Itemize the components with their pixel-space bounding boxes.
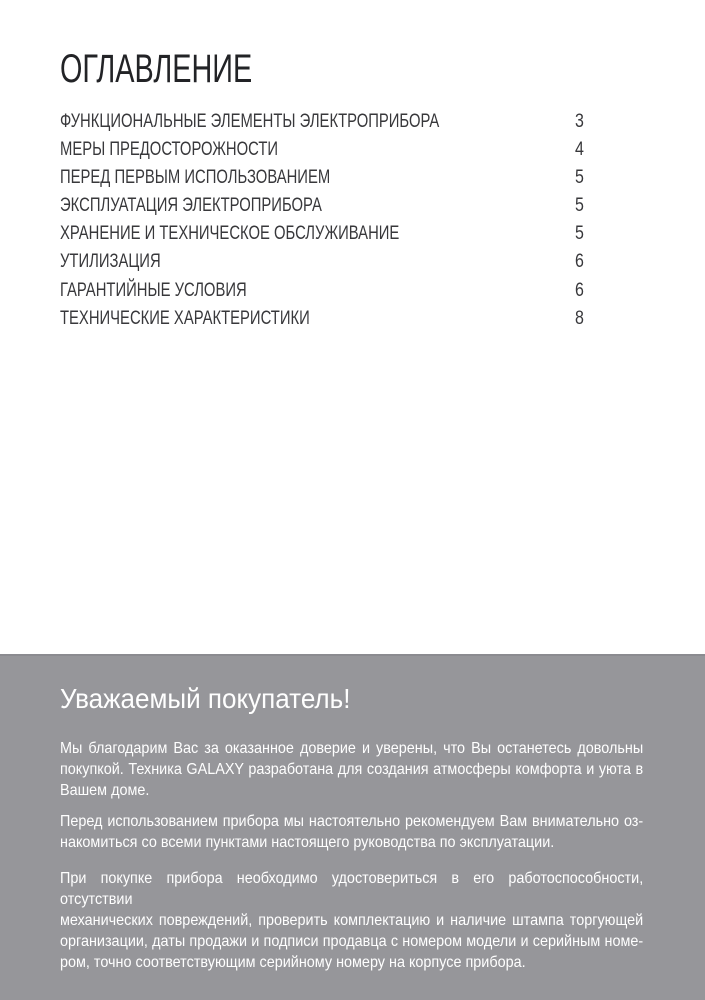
- welcome-section: Уважаемый покупатель! Мы благодарим Вас …: [0, 654, 705, 1000]
- paragraph-line: Мы благодарим Вас за оказанное доверие и…: [60, 740, 644, 757]
- toc-entry: ПЕРЕД ПЕРВЫМ ИСПОЛЬЗОВАНИЕМ 5: [60, 163, 660, 191]
- toc-entry-label: ФУНКЦИОНАЛЬНЫЕ ЭЛЕМЕНТЫ ЭЛЕКТРОПРИБОРА: [60, 110, 440, 132]
- toc-entry-label: МЕРЫ ПРЕДОСТОРОЖНОСТИ: [60, 138, 279, 161]
- paragraph-line: Вашем доме.: [60, 782, 150, 799]
- paragraph-line: ром, точно соответствующим серийному ном…: [60, 954, 526, 971]
- toc-entry-label: УТИЛИЗАЦИЯ: [60, 250, 161, 273]
- toc-entry-label: ХРАНЕНИЕ И ТЕХНИЧЕСКОЕ ОБСЛУЖИВАНИЕ: [60, 222, 400, 245]
- toc-entry-label: ТЕХНИЧЕСКИЕ ХАРАКТЕРИСТИКИ: [60, 306, 310, 329]
- paragraph-line: покупкой. Техника GALAXY разработана для…: [60, 761, 644, 778]
- toc-entry: МЕРЫ ПРЕДОСТОРОЖНОСТИ 4: [60, 135, 660, 163]
- toc-entry: ГАРАНТИЙНЫЕ УСЛОВИЯ 6: [60, 276, 660, 304]
- paragraph-line: Перед использованием прибора мы настояте…: [60, 813, 644, 830]
- toc-page-number: 6: [575, 278, 584, 301]
- toc-entry: УТИЛИЗАЦИЯ 6: [60, 247, 660, 275]
- toc-entry: ХРАНЕНИЕ И ТЕХНИЧЕСКОЕ ОБСЛУЖИВАНИЕ 5: [60, 219, 660, 247]
- welcome-paragraph: Перед использованием прибора мы настояте…: [60, 811, 643, 853]
- welcome-body: Мы благодарим Вас за оказанное доверие и…: [60, 738, 643, 973]
- paragraph-line: организации, даты продажи и подписи прод…: [60, 933, 644, 950]
- paragraph-line: При покупке прибора необходимо удостовер…: [60, 870, 644, 908]
- toc-entry: ЭКСПЛУАТАЦИЯ ЭЛЕКТРОПРИБОРА 5: [60, 191, 660, 219]
- toc-page-number: 3: [575, 110, 584, 132]
- paragraph-line: механических повреждений, проверить комп…: [60, 912, 644, 929]
- toc-entry-label: ЭКСПЛУАТАЦИЯ ЭЛЕКТРОПРИБОРА: [60, 194, 322, 217]
- toc-page-number: 8: [575, 306, 584, 329]
- toc-page-number: 5: [575, 222, 584, 245]
- toc-page-number: 5: [575, 194, 584, 217]
- welcome-paragraph: При покупке прибора необходимо удостовер…: [60, 868, 643, 973]
- toc-entry-label: ГАРАНТИЙНЫЕ УСЛОВИЯ: [60, 278, 247, 301]
- toc-entry: ТЕХНИЧЕСКИЕ ХАРАКТЕРИСТИКИ 8: [60, 304, 660, 332]
- welcome-heading: Уважаемый покупатель!: [60, 683, 351, 714]
- toc-entry-label: ПЕРЕД ПЕРВЫМ ИСПОЛЬЗОВАНИЕМ: [60, 166, 331, 189]
- welcome-paragraph: Мы благодарим Вас за оказанное доверие и…: [60, 738, 643, 801]
- paragraph-line: накомиться со всеми пунктами настоящего …: [60, 834, 555, 851]
- toc-entry: ФУНКЦИОНАЛЬНЫЕ ЭЛЕМЕНТЫ ЭЛЕКТРОПРИБОРА 3: [60, 107, 660, 135]
- toc-page-number: 6: [575, 250, 584, 273]
- toc-title: ОГЛАВЛЕНИЕ: [60, 47, 253, 91]
- toc-page-number: 5: [575, 166, 584, 189]
- toc-list: ФУНКЦИОНАЛЬНЫЕ ЭЛЕМЕНТЫ ЭЛЕКТРОПРИБОРА 3…: [60, 107, 660, 332]
- toc-page-number: 4: [575, 138, 584, 161]
